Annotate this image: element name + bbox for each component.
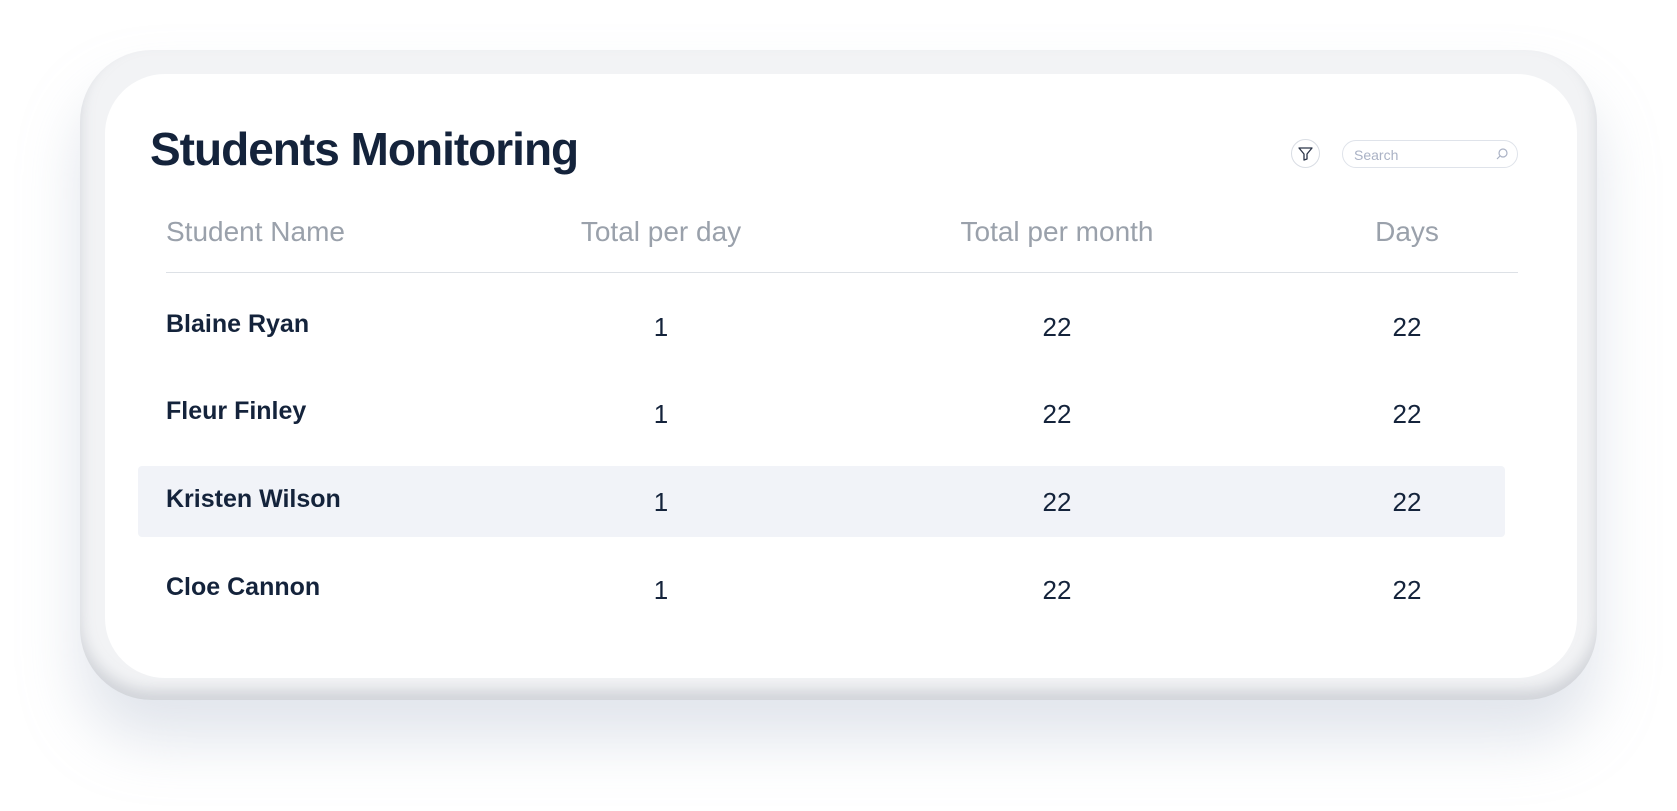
- cell-value: 22: [1042, 312, 1072, 342]
- cell-value: 22: [1042, 487, 1072, 517]
- student-name: Blaine Ryan: [166, 310, 310, 338]
- student-name: Fleur Finley: [166, 397, 307, 425]
- cell-value: 1: [653, 487, 669, 517]
- column-header: Total per day: [580, 216, 742, 247]
- cell-value: 1: [653, 312, 669, 342]
- cell-value: 1: [653, 575, 669, 605]
- search-box[interactable]: Search: [1342, 140, 1518, 168]
- filter-button[interactable]: [1291, 139, 1320, 168]
- student-name: Kristen Wilson: [166, 485, 341, 513]
- title: Students Monitoring: [150, 123, 579, 175]
- column-header: Days: [1375, 216, 1439, 247]
- cell-value: 22: [1392, 575, 1422, 605]
- cell-value: 22: [1392, 487, 1422, 517]
- cell-value: 22: [1042, 399, 1072, 429]
- cell-value: 22: [1392, 399, 1422, 429]
- search-icon: [1496, 148, 1508, 160]
- cell-value: 22: [1042, 575, 1072, 605]
- column-header: Student Name: [166, 216, 345, 247]
- cell-value: 1: [653, 399, 669, 429]
- student-name: Cloe Cannon: [166, 573, 321, 601]
- column-header: Total per month: [960, 216, 1154, 247]
- filter-icon: [1298, 147, 1313, 161]
- search-placeholder: Search: [1354, 147, 1399, 163]
- cell-value: 22: [1392, 312, 1422, 342]
- row-highlight: [138, 466, 1505, 537]
- header-divider: [166, 272, 1518, 273]
- card: [105, 74, 1577, 678]
